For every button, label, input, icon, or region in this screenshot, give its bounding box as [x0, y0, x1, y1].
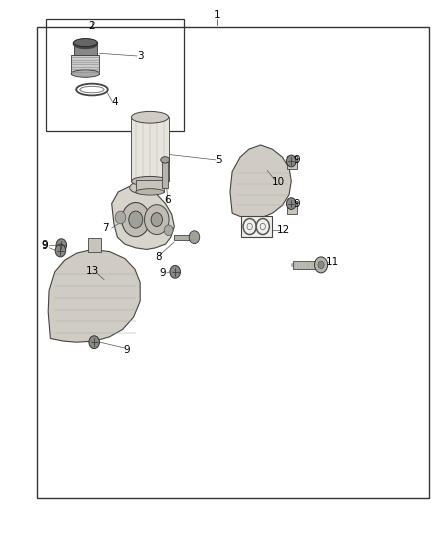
Circle shape	[129, 211, 143, 228]
Circle shape	[164, 225, 173, 236]
Bar	[46, 19, 184, 131]
Bar	[131, 117, 169, 181]
Circle shape	[318, 261, 324, 269]
Text: 9: 9	[293, 155, 300, 165]
Text: 5: 5	[215, 155, 223, 165]
Bar	[37, 27, 429, 498]
Bar	[287, 201, 297, 214]
Circle shape	[314, 257, 328, 273]
Circle shape	[170, 265, 180, 278]
Ellipse shape	[131, 111, 169, 123]
Text: 8: 8	[155, 252, 162, 262]
Text: 13: 13	[85, 266, 99, 276]
Text: 9: 9	[159, 268, 166, 278]
Bar	[136, 180, 164, 192]
Circle shape	[189, 231, 200, 244]
Bar	[293, 261, 319, 269]
Text: 7: 7	[102, 223, 109, 233]
Text: 9: 9	[124, 345, 131, 355]
Bar	[71, 55, 99, 74]
Text: 9: 9	[42, 240, 48, 250]
Polygon shape	[112, 187, 174, 249]
Text: 12: 12	[277, 225, 290, 235]
Bar	[241, 216, 272, 237]
Circle shape	[151, 213, 162, 227]
Polygon shape	[48, 249, 140, 342]
Circle shape	[56, 239, 67, 252]
Circle shape	[286, 155, 296, 167]
Text: 1: 1	[213, 10, 220, 20]
Bar	[162, 162, 168, 188]
Ellipse shape	[74, 39, 97, 47]
Ellipse shape	[71, 70, 99, 77]
Circle shape	[122, 203, 150, 237]
Text: 10: 10	[272, 177, 285, 187]
Ellipse shape	[136, 189, 164, 195]
Text: 9: 9	[42, 241, 48, 251]
Ellipse shape	[130, 181, 159, 194]
Circle shape	[55, 244, 66, 257]
Circle shape	[115, 211, 126, 224]
Polygon shape	[230, 145, 291, 219]
Ellipse shape	[73, 39, 97, 49]
Ellipse shape	[131, 176, 169, 186]
Bar	[287, 156, 297, 169]
Text: 4: 4	[112, 98, 119, 107]
Text: 9: 9	[293, 199, 300, 208]
Bar	[174, 235, 193, 240]
Bar	[88, 238, 101, 252]
Ellipse shape	[161, 157, 170, 163]
Circle shape	[286, 198, 296, 209]
Bar	[74, 43, 97, 56]
Text: 11: 11	[326, 257, 339, 267]
Text: 2: 2	[88, 21, 95, 30]
Circle shape	[145, 205, 169, 235]
Text: 3: 3	[137, 51, 144, 61]
Text: 6: 6	[164, 195, 171, 205]
Circle shape	[89, 336, 99, 349]
